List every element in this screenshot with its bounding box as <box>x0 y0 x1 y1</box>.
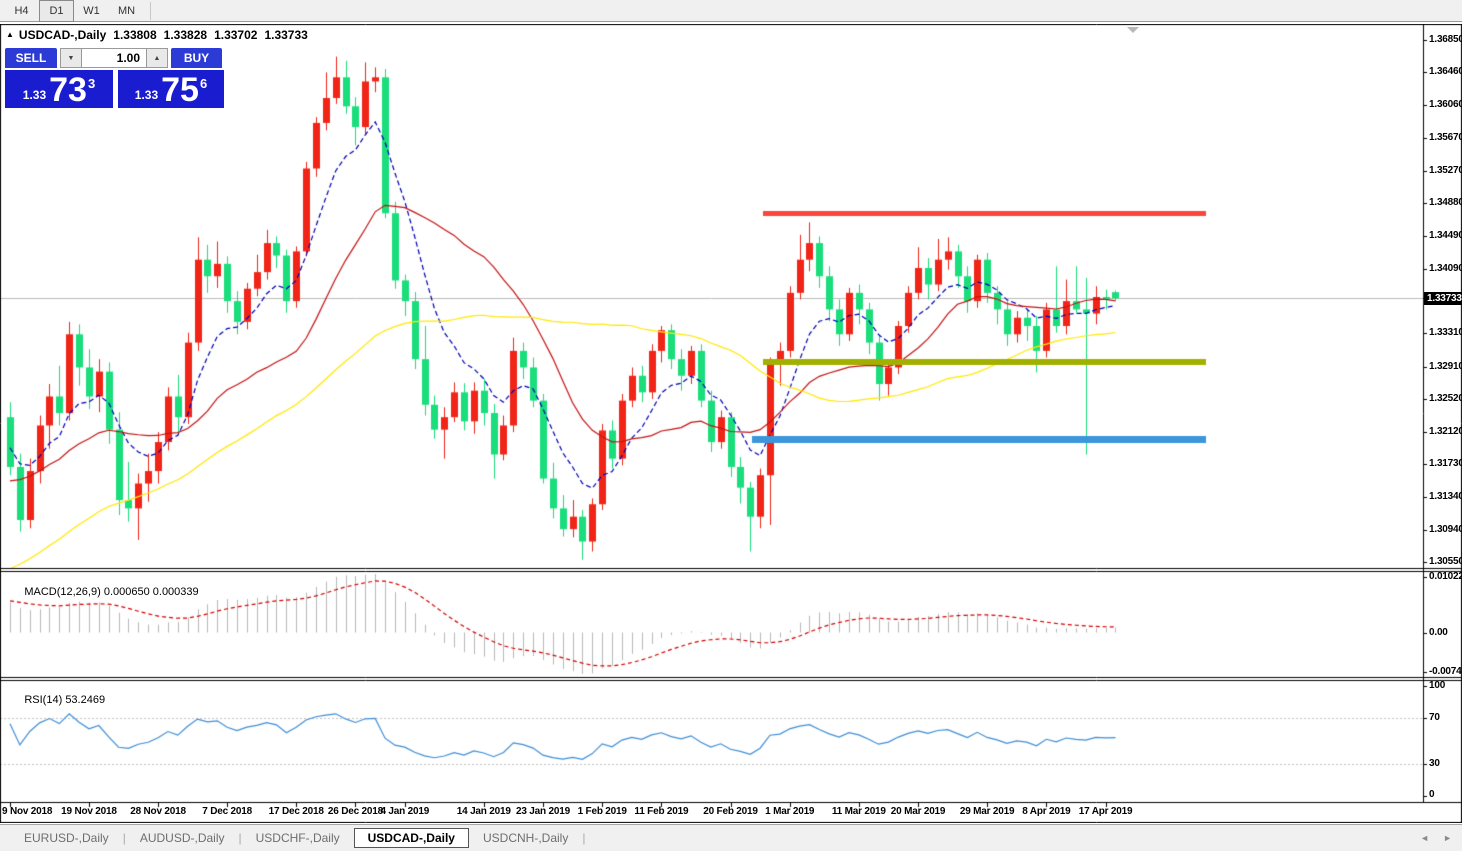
price-axis-label: 1.34090 <box>1429 262 1462 274</box>
volume-decrement-button[interactable]: ▼ <box>60 48 82 68</box>
price-axis-label: 1.30940 <box>1429 523 1462 535</box>
date-axis-label: 1 Mar 2019 <box>765 806 815 817</box>
price-axis-label: 1.31730 <box>1429 458 1462 470</box>
macd-name: MACD(12,26,9) <box>24 586 101 598</box>
price-axis-label: 1.30550 <box>1429 556 1462 568</box>
rsi-name: RSI(14) <box>24 694 63 706</box>
date-axis-label: 8 Apr 2019 <box>1022 806 1071 817</box>
date-axis-label: 17 Dec 2018 <box>268 806 324 817</box>
date-axis-label: 4 Jan 2019 <box>380 806 430 817</box>
tab-eurusd-daily[interactable]: EURUSD-,Daily <box>24 831 109 845</box>
macd-axis-label: -0.007477 <box>1429 666 1462 677</box>
timeframe-toolbar: H4 D1 W1 MN <box>0 0 1462 22</box>
tab-usdcnh-daily[interactable]: USDCNH-,Daily <box>482 831 569 845</box>
date-axis-label: 19 Nov 2018 <box>61 806 117 817</box>
buy-price-pip: 6 <box>199 76 208 91</box>
macd-values: 0.000650 0.000339 <box>103 586 199 598</box>
date-axis-label: 23 Jan 2019 <box>515 806 570 817</box>
tab-separator: | <box>582 831 586 845</box>
chart-window: ▲ USDCAD-,Daily 1.33808 1.33828 1.33702 … <box>0 24 1462 823</box>
price-axis-label: 1.35670 <box>1429 131 1462 143</box>
rsi-axis-label: 70 <box>1429 712 1440 724</box>
toolbar-separator <box>150 1 151 20</box>
tab-usdcad-daily[interactable]: USDCAD-,Daily <box>353 828 469 848</box>
price-axis-label: 1.32910 <box>1429 360 1462 372</box>
rsi-header: RSI(14) 53.2469 <box>6 682 105 718</box>
buy-button[interactable]: BUY <box>171 48 222 68</box>
quote-close: 1.33733 <box>264 28 308 42</box>
date-axis-label: 11 Feb 2019 <box>634 806 689 817</box>
date-axis-label: 1 Feb 2019 <box>577 806 627 817</box>
macd-axis-label: 0.010229 <box>1429 571 1462 582</box>
price-axis-label: 1.36060 <box>1429 99 1462 111</box>
volume-input[interactable]: 1.00 <box>82 48 146 68</box>
chart-title: ▲ USDCAD-,Daily 1.33808 1.33828 1.33702 … <box>6 28 308 42</box>
tab-separator: | <box>122 831 126 845</box>
date-axis-label: 14 Jan 2019 <box>456 806 511 817</box>
buy-price-prefix: 1.33 <box>134 88 159 102</box>
tab-usdchf-daily[interactable]: USDCHF-,Daily <box>255 831 340 845</box>
price-axis-label: 1.34490 <box>1429 229 1462 241</box>
rsi-axis-label: 0 <box>1429 789 1435 800</box>
tab-separator: | <box>238 831 242 845</box>
date-axis-label: 9 Nov 2018 <box>2 806 53 817</box>
date-axis-label: 28 Nov 2018 <box>130 806 186 817</box>
price-axis-label: 1.32120 <box>1429 426 1462 438</box>
sell-button[interactable]: SELL <box>5 48 57 68</box>
quote-high: 1.33828 <box>163 28 208 42</box>
buy-price-display[interactable]: 1.33 75 6 <box>118 70 224 108</box>
tab-scroll-right-icon[interactable]: ► <box>1443 833 1452 843</box>
date-axis-label: 17 Apr 2019 <box>1078 806 1133 817</box>
rsi-value: 53.2469 <box>65 694 106 706</box>
price-axis-label: 1.34880 <box>1429 197 1462 209</box>
price-axis-label: 1.33310 <box>1429 327 1462 339</box>
price-axis-label: 1.36850 <box>1429 34 1462 45</box>
price-chart-canvas[interactable] <box>0 24 1462 823</box>
collapse-chart-icon[interactable]: ▲ <box>6 29 14 39</box>
rsi-axis-label: 100 <box>1429 680 1446 691</box>
sell-price-pip: 3 <box>87 76 96 91</box>
date-axis-label: 29 Mar 2019 <box>959 806 1015 817</box>
date-axis-label: 7 Dec 2018 <box>202 806 252 817</box>
price-axis-label: 1.36460 <box>1429 66 1462 78</box>
one-click-trading-panel: SELL ▼ 1.00 ▲ BUY 1.33 73 3 1.33 75 <box>5 48 225 108</box>
rsi-axis-label: 30 <box>1429 757 1440 769</box>
sell-price-big: 73 <box>49 71 87 109</box>
quote-open: 1.33808 <box>113 28 157 42</box>
panel-resize-handle-icon[interactable] <box>1127 27 1139 33</box>
macd-header: MACD(12,26,9) 0.000650 0.000339 <box>6 574 199 610</box>
date-axis-label: 26 Dec 2018 <box>327 806 383 817</box>
spin-up-icon: ▲ <box>153 54 161 62</box>
spin-down-icon: ▼ <box>67 54 75 62</box>
quote-low: 1.33702 <box>214 28 258 42</box>
timeframe-button-w1[interactable]: W1 <box>83 4 100 17</box>
sell-price-display[interactable]: 1.33 73 3 <box>5 70 113 108</box>
price-axis-label: 1.35270 <box>1429 164 1462 176</box>
price-axis-label: 1.32520 <box>1429 392 1462 404</box>
timeframe-button-h4[interactable]: H4 <box>14 4 29 17</box>
price-axis-label: 1.31340 <box>1429 490 1462 502</box>
volume-increment-button[interactable]: ▲ <box>146 48 168 68</box>
tab-audusd-daily[interactable]: AUDUSD-,Daily <box>139 831 225 845</box>
sell-price-prefix: 1.33 <box>22 88 47 102</box>
date-axis-label: 11 Mar 2019 <box>831 806 886 817</box>
chart-tab-bar: EURUSD-,Daily | AUDUSD-,Daily | USDCHF-,… <box>0 824 1462 851</box>
timeframe-button-mn[interactable]: MN <box>117 4 136 17</box>
date-axis-label: 20 Feb 2019 <box>703 806 758 817</box>
macd-axis-label: 0.00 <box>1429 626 1448 638</box>
current-price-tag: 1.33733 <box>1424 291 1462 305</box>
buy-price-big: 75 <box>161 71 199 109</box>
date-axis-label: 20 Mar 2019 <box>890 806 946 817</box>
chart-symbol-label: USDCAD-,Daily <box>18 28 107 42</box>
timeframe-button-d1[interactable]: D1 <box>39 0 74 22</box>
tab-scroll-left-icon[interactable]: ◄ <box>1420 833 1430 843</box>
